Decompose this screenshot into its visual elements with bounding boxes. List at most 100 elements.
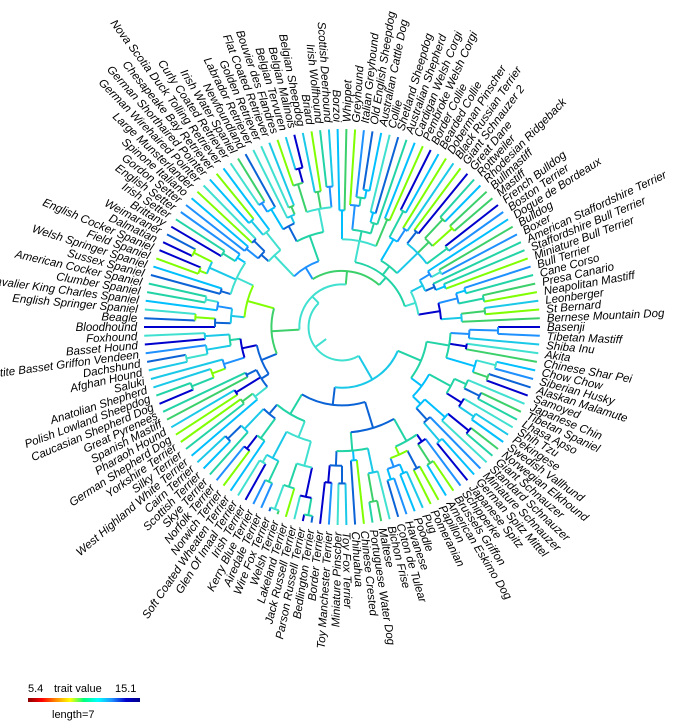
clade-arc <box>184 354 189 363</box>
tip-branch <box>252 149 289 219</box>
tip-branch <box>413 167 462 231</box>
internal-branch <box>386 468 392 480</box>
internal-branch <box>273 484 285 510</box>
internal-branch <box>398 464 405 474</box>
internal-branch <box>195 316 216 320</box>
tip-branch <box>301 514 306 522</box>
internal-branch <box>418 310 441 316</box>
clade-arc <box>449 225 456 232</box>
tip-branch <box>159 249 202 269</box>
internal-branch <box>254 386 268 398</box>
tip-branch <box>344 483 348 526</box>
tip-label: Borzoi <box>330 89 343 122</box>
internal-branch <box>354 240 361 263</box>
tip-branch <box>190 398 259 457</box>
tip-branch <box>497 332 540 337</box>
internal-branch <box>204 333 230 338</box>
internal-branch <box>412 395 422 405</box>
internal-branch <box>289 393 303 415</box>
tip-branch <box>376 471 391 520</box>
tip-branch <box>494 367 534 380</box>
clade-arc <box>239 338 246 358</box>
tip-branch <box>185 402 245 450</box>
tip-branch <box>485 308 540 316</box>
tip-branch <box>453 197 494 232</box>
tip-branch <box>190 197 249 248</box>
internal-branch <box>416 433 423 443</box>
clade-arc <box>266 206 276 213</box>
tip-branch <box>202 440 232 470</box>
clade-arc <box>204 296 208 303</box>
tip-branch <box>209 431 249 476</box>
internal-branch <box>404 301 416 308</box>
internal-branch <box>357 355 374 381</box>
internal-branch <box>358 197 362 207</box>
clade-arc <box>282 222 295 231</box>
clade-arc <box>262 408 276 420</box>
internal-branch <box>186 353 208 360</box>
internal-branch <box>236 276 254 287</box>
clade-arc <box>424 237 434 247</box>
tip-branch <box>465 274 534 295</box>
tip-branch <box>355 459 365 524</box>
internal-branch <box>259 418 277 439</box>
tip-branch <box>180 398 242 443</box>
tip-branch <box>444 184 482 223</box>
tip-branch <box>209 178 250 224</box>
tip-branch <box>175 218 226 252</box>
tip-branch <box>196 435 227 464</box>
internal-branch <box>253 240 266 253</box>
internal-branch <box>430 271 441 278</box>
tip-label: Akita <box>543 349 571 364</box>
tip-label: Miniature Pinscher <box>330 531 344 628</box>
internal-branch <box>261 454 268 463</box>
internal-branch <box>367 473 375 502</box>
clade-arc <box>356 196 366 200</box>
tip-label: Tibetan Mastiff <box>546 331 624 346</box>
tip-label: Beagle <box>101 311 137 325</box>
tip-branch <box>229 162 260 206</box>
tip-label: Greyhound <box>351 65 367 123</box>
internal-branch <box>229 337 241 342</box>
tip-branch <box>180 211 241 255</box>
tip-branch <box>369 134 391 213</box>
internal-branch <box>205 298 219 303</box>
internal-branch <box>366 448 374 473</box>
tip-branch <box>441 438 475 476</box>
clade-arc <box>413 465 421 471</box>
internal-branch <box>349 432 354 451</box>
tip-label: Basenji <box>547 322 585 334</box>
tip-branch <box>268 142 295 206</box>
internal-branch <box>424 285 435 292</box>
tip-branch <box>148 282 207 298</box>
internal-branch <box>369 212 375 223</box>
clade-arc <box>438 269 443 275</box>
tip-branch <box>374 136 400 214</box>
internal-branch <box>378 276 387 286</box>
tip-branch <box>327 482 333 525</box>
internal-branch <box>458 405 475 418</box>
internal-branch <box>393 418 408 442</box>
internal-branch <box>463 387 480 397</box>
tip-branch <box>222 450 251 487</box>
clade-arc <box>467 329 471 339</box>
clade-arc <box>251 393 259 401</box>
tip-branch <box>449 190 488 227</box>
tip-branch <box>310 131 322 192</box>
tip-branch <box>144 317 196 322</box>
internal-branch <box>235 376 262 394</box>
legend-max-label: 15.1 <box>115 683 136 695</box>
tip-branch <box>170 389 236 429</box>
tip-branch <box>145 299 218 312</box>
tip-branch <box>405 471 424 509</box>
internal-branch <box>260 373 270 380</box>
internal-branch <box>246 434 258 450</box>
tip-branch <box>486 379 529 397</box>
internal-branch <box>247 300 275 310</box>
internal-branch <box>223 356 245 366</box>
tip-label: St Bernard <box>546 299 602 316</box>
internal-branch <box>472 371 489 379</box>
internal-branch <box>199 269 208 275</box>
internal-branch <box>206 344 231 351</box>
